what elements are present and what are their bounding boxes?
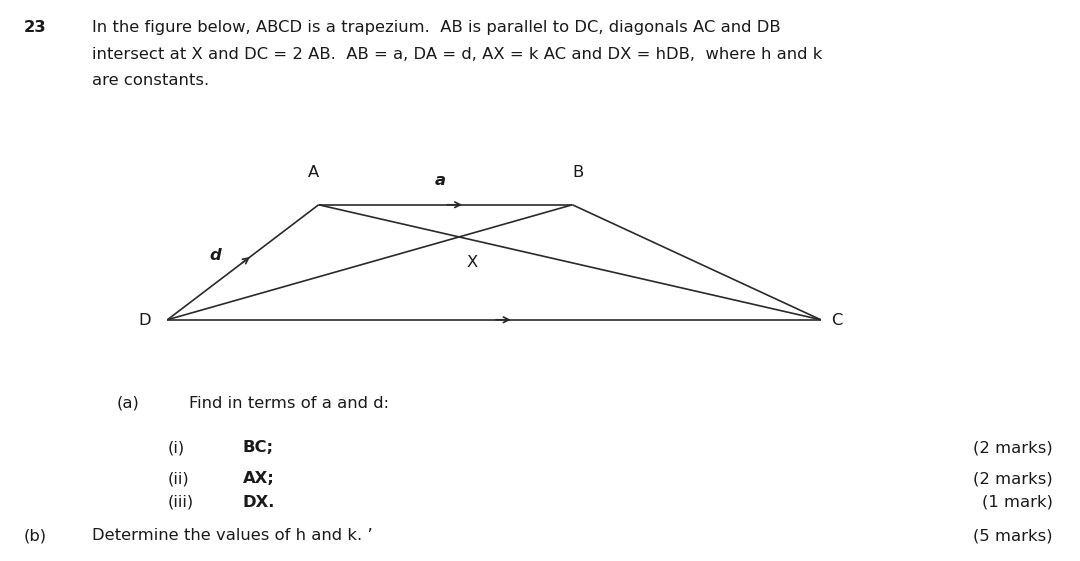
Text: (5 marks): (5 marks) [973,528,1053,544]
Text: BC;: BC; [243,440,274,456]
Text: D: D [138,314,151,328]
Text: (iii): (iii) [167,495,193,510]
Text: A: A [308,164,319,180]
Text: C: C [832,314,843,328]
Text: X: X [467,255,477,270]
Text: DX.: DX. [243,495,275,510]
Text: (a): (a) [117,396,139,411]
Text: AX;: AX; [243,471,275,486]
Text: B: B [572,164,583,180]
Text: intersect at X and DC = 2 AB.  AB = a, DA = d, AX = k AC and DX = hDB,  where h : intersect at X and DC = 2 AB. AB = a, DA… [92,47,822,62]
Text: (b): (b) [24,528,46,544]
Text: Determine the values of h and k. ’: Determine the values of h and k. ’ [92,528,373,544]
Text: 23: 23 [24,20,46,35]
Text: (i): (i) [167,440,185,456]
Text: (2 marks): (2 marks) [973,471,1053,486]
Text: d: d [210,248,221,263]
Text: (1 mark): (1 mark) [982,495,1053,510]
Text: a: a [435,173,446,188]
Text: Find in terms of a and d:: Find in terms of a and d: [189,396,389,411]
Text: (2 marks): (2 marks) [973,440,1053,456]
Text: (ii): (ii) [167,471,189,486]
Text: In the figure below, ABCD is a trapezium.  AB is parallel to DC, diagonals AC an: In the figure below, ABCD is a trapezium… [92,20,781,35]
Text: are constants.: are constants. [92,73,208,89]
